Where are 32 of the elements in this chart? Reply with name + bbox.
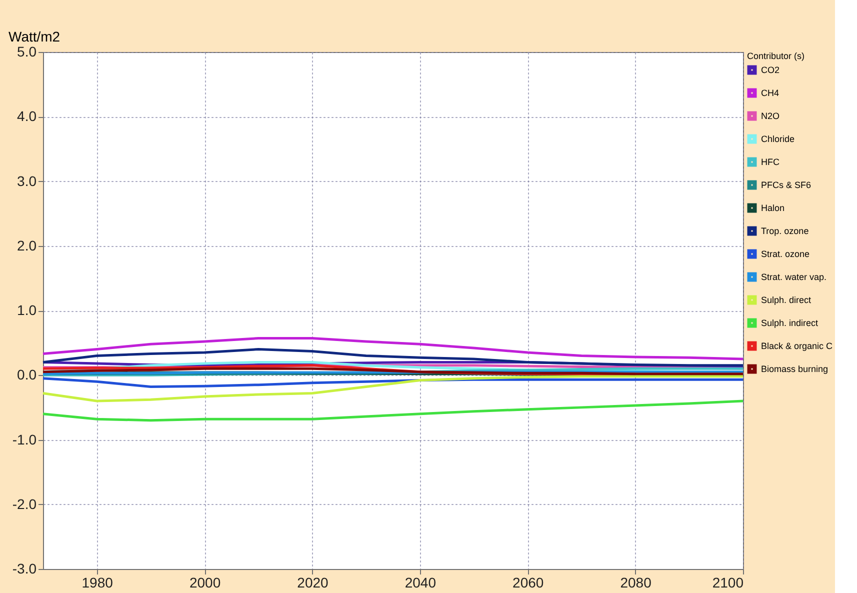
- legend-label: Black & organic C: [761, 341, 834, 351]
- legend-label: Strat. ozone: [761, 249, 810, 259]
- y-axis-title: Watt/m2: [8, 28, 60, 44]
- y-tick-label: 4.0: [17, 108, 37, 124]
- y-tick-label: 0.0: [17, 366, 37, 383]
- y-tick-label: -2.0: [12, 496, 37, 512]
- legend-label: CO2: [761, 65, 780, 75]
- x-tick-label: 2060: [512, 574, 544, 590]
- y-tick-label: 2.0: [17, 237, 37, 254]
- x-tick-label: 2080: [620, 574, 652, 590]
- legend-label: N2O: [761, 111, 780, 121]
- x-tick-label: 2000: [189, 574, 221, 590]
- y-tick-label: 3.0: [17, 172, 37, 189]
- legend-label: Sulph. indirect: [761, 318, 819, 328]
- x-tick-label: 1980: [82, 574, 114, 590]
- legend-label: CH4: [761, 88, 780, 98]
- legend-label: PFCs & SF6: [761, 180, 812, 190]
- legend-label: Sulph. direct: [761, 295, 812, 305]
- legend-label: HFC: [761, 157, 780, 167]
- y-tick-label: -3.0: [12, 560, 37, 576]
- legend-label: Trop. ozone: [761, 226, 809, 236]
- x-tick-label: 2100: [712, 574, 744, 590]
- legend-label: Biomass burning: [761, 364, 828, 374]
- y-tick-label: 5.0: [17, 44, 37, 60]
- legend-label: Chloride: [761, 134, 795, 144]
- legend-label: Strat. water vap.: [761, 272, 827, 282]
- y-tick-label: -1.0: [12, 431, 37, 448]
- y-tick-label: 1.0: [17, 302, 37, 318]
- x-tick-label: 2040: [404, 574, 436, 590]
- x-tick-label: 2020: [297, 574, 329, 590]
- legend-label: Halon: [761, 203, 785, 213]
- legend-title: Contributor (s): [747, 51, 805, 61]
